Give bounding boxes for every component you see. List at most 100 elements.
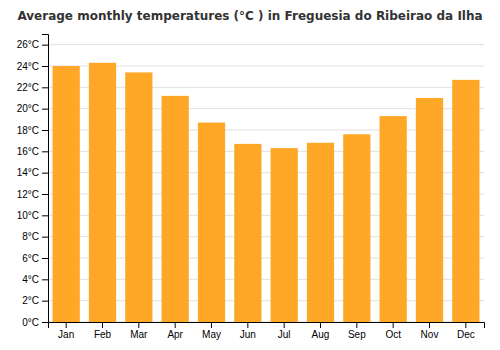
y-axis-line [42,35,49,323]
y-tick: 26°C [17,39,48,50]
title: Average monthly temperatures (°C ) in Fr… [17,9,482,23]
x-tick-mark [175,322,176,328]
x-tick-label: Aug [312,329,330,340]
x-tick-label: Sep [348,329,366,340]
y-tick-label: 4°C [22,274,39,285]
bars [53,63,480,322]
x-tick-mark [247,322,248,328]
bar [125,72,152,322]
y-tick-mark [42,301,48,302]
y-tick: 24°C [17,61,48,72]
y-tick: 6°C [22,253,48,264]
x-tick: Jul [278,322,291,340]
y-tick-label: 18°C [17,125,39,136]
bar [307,143,334,322]
bar [53,66,80,322]
y-tick-label: 14°C [17,167,39,178]
x-tick: May [202,322,221,340]
y-tick-label: 12°C [17,189,39,200]
x-tick-label: May [202,329,221,340]
y-tick-label: 20°C [17,103,39,114]
grid [48,45,484,322]
y-tick-label: 16°C [17,146,39,157]
y-tick: 22°C [17,82,48,93]
x-tick-mark [102,322,103,328]
bar [452,80,479,322]
bar [380,116,407,322]
y-tick-label: 6°C [22,253,39,264]
y-tick-mark [42,194,48,195]
x-tick: Feb [94,322,112,340]
y-tick-mark [42,45,48,46]
bar [416,98,443,322]
x-axis-line [49,323,485,329]
y-tick: 8°C [22,231,48,242]
y-tick-label: 10°C [17,210,39,221]
bar [198,123,225,322]
y-tick-mark [42,322,48,323]
y-tick: 0°C [22,317,48,328]
bar [234,144,261,322]
chart: Average monthly temperatures (°C ) in Fr… [0,0,500,350]
y-axis: 0°C 2°C 4°C 6°C 8°C 10°C 12°C 14°C 16°C 18°C 20°C 2… [17,35,49,328]
y-tick: 14°C [17,167,48,178]
y-tick-mark [42,87,48,88]
x-tick: Apr [167,322,183,340]
x-tick: Aug [312,322,330,340]
x-tick-mark [429,322,430,328]
y-tick-label: 2°C [22,295,39,306]
x-tick-mark [138,322,139,328]
x-tick: Mar [130,322,148,340]
x-tick-label: Dec [457,329,475,340]
y-tick-mark [42,215,48,216]
x-tick: Oct [385,322,401,340]
y-tick-label: 24°C [17,61,39,72]
y-tick-label: 22°C [17,82,39,93]
y-tick-mark [42,258,48,259]
y-tick: 2°C [22,295,48,306]
x-tick-label: Jul [278,329,291,340]
x-tick: Dec [457,322,475,340]
bar [343,134,370,322]
y-tick: 18°C [17,125,48,136]
x-tick-label: Nov [421,329,439,340]
x-tick-label: Apr [167,329,183,340]
y-tick: 10°C [17,210,48,221]
bar [271,148,298,322]
x-tick-label: Feb [94,329,112,340]
x-tick-mark [320,322,321,328]
y-tick-mark [42,66,48,67]
x-tick-label: Jun [240,329,256,340]
plot: 0°C 2°C 4°C 6°C 8°C 10°C 12°C 14°C 16°C 18°C 20°C 2… [17,35,485,341]
x-tick-mark [211,322,212,328]
bar [162,96,189,322]
x-tick-label: Mar [130,329,148,340]
y-tick: 12°C [17,189,48,200]
x-tick: Nov [421,322,439,340]
y-tick-label: 8°C [22,231,39,242]
x-axis: Jan Feb Mar Apr May Jun Jul Aug Sep Oct Nov Dec [49,322,485,340]
y-tick: 16°C [17,146,48,157]
y-tick: 4°C [22,274,48,285]
x-tick: Jan [58,322,74,340]
x-tick-mark [66,322,67,328]
bar [89,63,116,322]
y-tick-mark [42,130,48,131]
x-tick-label: Oct [385,329,401,340]
y-tick-mark [42,109,48,110]
x-tick: Jun [240,322,256,340]
y-tick-mark [42,279,48,280]
y-tick-label: 26°C [17,39,39,50]
x-tick-mark [284,322,285,328]
x-tick-mark [356,322,357,328]
y-tick-mark [42,237,48,238]
x-tick-mark [465,322,466,328]
x-tick-mark [393,322,394,328]
x-tick: Sep [348,322,366,340]
y-tick-label: 0°C [22,317,39,328]
y-tick: 20°C [17,103,48,114]
x-tick-label: Jan [58,329,74,340]
y-tick-mark [42,173,48,174]
y-tick-mark [42,151,48,152]
grid-line [48,44,484,45]
